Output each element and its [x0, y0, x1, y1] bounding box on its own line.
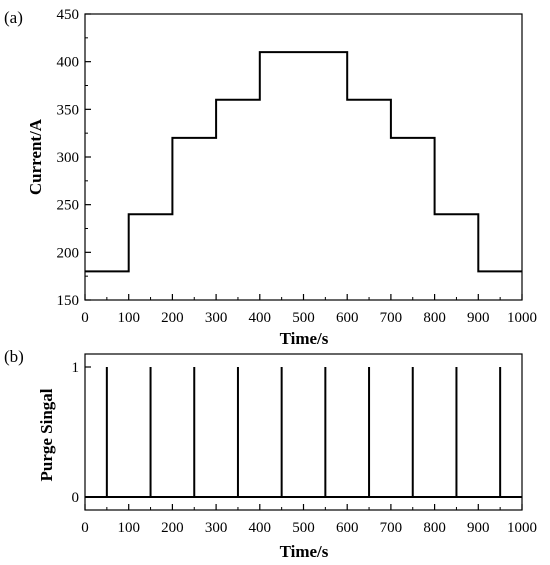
b-y-tick-label: 1 — [72, 360, 80, 376]
a-x-tick-label: 100 — [117, 310, 140, 326]
a-y-tick-label: 450 — [57, 7, 80, 23]
a-x-tick-label: 400 — [249, 310, 272, 326]
a-x-tick-label: 900 — [467, 310, 490, 326]
b-x-tick-label: 400 — [249, 520, 272, 536]
a-y-tick-label: 350 — [57, 102, 80, 118]
panel-a-y-axis-title: Current/A — [26, 118, 45, 195]
a-y-tick-label: 300 — [57, 150, 80, 166]
b-x-tick-label: 800 — [423, 520, 446, 536]
panel-a-x-ticks: 0 100 200 300 400 500 600 700 800 900 1000 — [81, 294, 537, 326]
a-x-tick-label: 600 — [336, 310, 359, 326]
b-x-tick-label: 600 — [336, 520, 359, 536]
a-x-tick-label: 200 — [161, 310, 184, 326]
b-x-tick-label: 0 — [81, 520, 89, 536]
panel-a: (a) 0 100 200 300 400 500 600 700 800 900 1000 150… — [4, 7, 537, 348]
a-x-tick-label: 1000 — [507, 310, 537, 326]
panel-b-x-ticks: 0 100 200 300 400 500 600 700 800 900 1000 — [81, 504, 537, 536]
b-x-tick-label: 1000 — [507, 520, 537, 536]
a-x-tick-label: 300 — [205, 310, 228, 326]
panel-b-x-axis-title: Time/s — [280, 542, 329, 561]
a-plot-frame — [84, 13, 523, 301]
current-step-line — [85, 51, 522, 273]
a-x-tick-label: 700 — [380, 310, 403, 326]
b-x-tick-label: 900 — [467, 520, 490, 536]
a-x-tick-label: 800 — [423, 310, 446, 326]
panel-a-x-axis-title: Time/s — [280, 329, 329, 348]
a-y-tick-label: 400 — [57, 55, 80, 71]
panel-a-y-ticks: 150 200 250 300 350 400 450 — [57, 7, 91, 309]
panel-b: (b) 0 100 200 300 400 500 600 700 800 900 1000 01 … — [4, 347, 537, 561]
a-y-tick-label: 150 — [57, 293, 80, 309]
b-y-tick-label: 0 — [72, 490, 80, 506]
b-x-tick-label: 500 — [292, 520, 315, 536]
panel-b-y-ticks: 01 — [72, 360, 91, 506]
panel-b-plot-area — [84, 353, 523, 511]
a-x-tick-label: 0 — [81, 310, 89, 326]
panel-b-label: (b) — [4, 347, 24, 366]
a-y-tick-label: 250 — [57, 198, 80, 214]
a-y-tick-label: 200 — [57, 245, 80, 261]
panel-b-y-axis-title: Purge Singal — [37, 388, 56, 481]
b-x-tick-label: 100 — [117, 520, 140, 536]
b-x-tick-label: 200 — [161, 520, 184, 536]
b-x-tick-label: 300 — [205, 520, 228, 536]
panel-a-plot-area — [84, 13, 523, 301]
b-x-tick-label: 700 — [380, 520, 403, 536]
a-x-tick-label: 500 — [292, 310, 315, 326]
panel-a-label: (a) — [4, 8, 23, 27]
